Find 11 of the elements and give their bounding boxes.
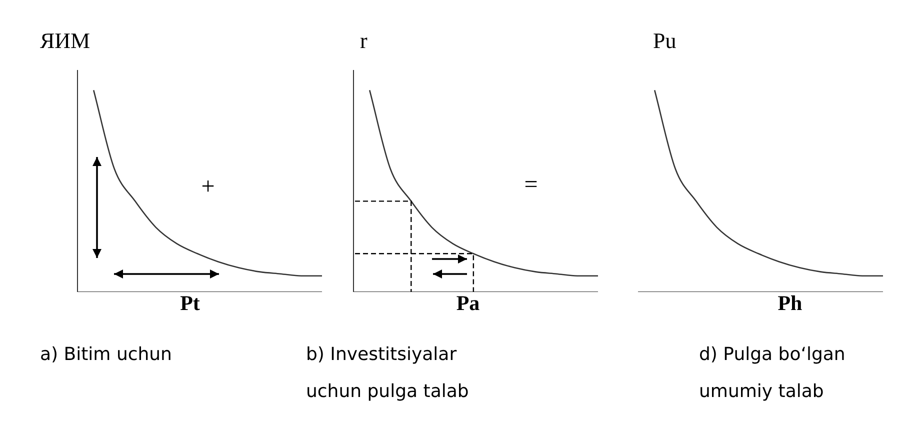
y-axis-title: r: [360, 28, 368, 54]
x-axis-title: Ph: [776, 291, 804, 316]
x-axis-title: Pa: [455, 291, 481, 316]
annotation: =: [523, 172, 539, 199]
x-axis-title: Pt: [179, 291, 201, 316]
text: b) Investitsiyalar uchun pulga talab: [306, 343, 469, 404]
text: a) Bitim uchun: [40, 343, 172, 367]
y-axis-title: Pu: [653, 28, 676, 54]
y-axis-title: ЯИМ: [40, 28, 90, 54]
annotation: +: [200, 174, 216, 201]
text: d) Pulga bo‘lgan umumiy talab: [699, 343, 846, 404]
